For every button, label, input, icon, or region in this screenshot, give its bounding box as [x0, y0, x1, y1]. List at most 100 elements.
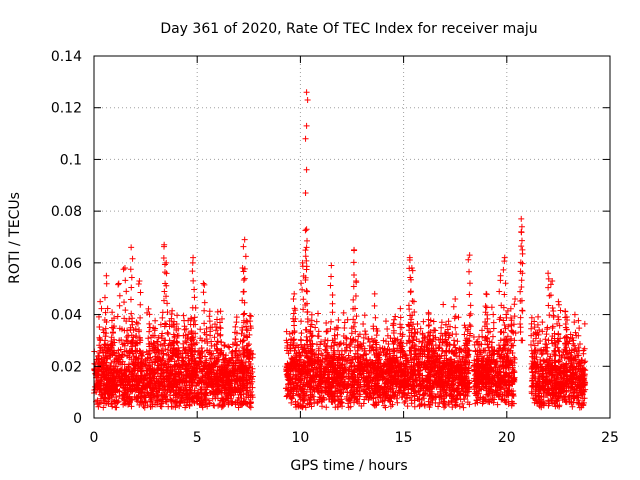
data-point	[489, 333, 496, 340]
data-point	[425, 329, 432, 336]
data-point	[95, 403, 102, 410]
data-point	[455, 314, 462, 321]
data-point	[157, 403, 164, 410]
data-point	[440, 301, 447, 308]
data-point	[108, 359, 115, 366]
data-point	[360, 320, 367, 327]
data-point	[214, 338, 221, 345]
data-point	[361, 312, 368, 319]
data-point	[146, 324, 153, 331]
data-point	[109, 397, 116, 404]
data-point	[181, 317, 188, 324]
data-point	[362, 328, 369, 335]
data-point	[340, 309, 347, 316]
data-point	[479, 327, 486, 334]
data-point	[397, 314, 404, 321]
data-point	[323, 319, 330, 326]
data-point	[426, 321, 433, 328]
data-point	[206, 308, 213, 315]
data-point	[170, 397, 177, 404]
data-point	[314, 310, 321, 317]
data-point	[164, 346, 171, 353]
data-point	[503, 314, 510, 321]
data-point	[432, 327, 439, 334]
data-point	[217, 308, 224, 315]
data-point	[232, 323, 239, 330]
data-point	[382, 318, 389, 325]
data-point	[335, 324, 342, 331]
data-point	[341, 325, 348, 332]
data-point	[312, 324, 319, 331]
data-point	[443, 347, 450, 354]
data-point	[384, 326, 391, 333]
data-point	[169, 307, 176, 314]
data-point	[113, 404, 120, 411]
data-point	[308, 311, 315, 318]
data-point	[172, 404, 179, 411]
chart-title: Day 361 of 2020, Rate Of TEC Index for r…	[160, 21, 537, 37]
data-point	[174, 312, 181, 319]
data-point	[430, 318, 437, 325]
data-point	[180, 312, 187, 319]
data-point	[247, 313, 254, 320]
data-point	[441, 404, 448, 411]
data-point	[509, 328, 516, 335]
data-point	[397, 305, 404, 312]
data-point	[154, 397, 161, 404]
data-point	[314, 333, 321, 340]
data-point	[215, 402, 222, 409]
data-point	[438, 324, 445, 331]
data-point	[198, 349, 205, 356]
data-point	[165, 403, 172, 410]
data-point	[466, 312, 473, 319]
data-point	[290, 310, 297, 317]
grid-lines	[94, 56, 610, 418]
data-point	[483, 304, 490, 311]
data-point	[210, 402, 217, 409]
data-point	[425, 311, 432, 318]
data-point	[159, 314, 166, 321]
data-point	[247, 404, 254, 411]
data-points	[91, 89, 589, 411]
data-point	[246, 312, 253, 319]
data-point	[182, 404, 189, 411]
data-point	[126, 315, 133, 322]
data-point	[196, 354, 203, 361]
data-point	[313, 318, 320, 325]
data-point	[344, 316, 351, 323]
data-point	[454, 338, 461, 345]
data-point	[146, 328, 153, 335]
data-point	[215, 354, 222, 361]
data-point	[315, 389, 322, 396]
data-point	[490, 319, 497, 326]
data-point	[146, 320, 153, 327]
data-point	[488, 304, 495, 311]
data-point	[311, 400, 318, 407]
data-point	[490, 325, 497, 332]
data-point	[435, 403, 442, 410]
data-point	[432, 400, 439, 407]
data-point	[401, 399, 408, 406]
data-point	[238, 330, 245, 337]
data-point	[490, 311, 497, 318]
data-point	[425, 322, 432, 329]
data-point	[323, 404, 330, 411]
data-point	[319, 403, 326, 410]
data-point	[348, 330, 355, 337]
data-point	[482, 309, 489, 316]
data-point	[229, 348, 236, 355]
data-point	[145, 335, 152, 342]
data-point	[453, 331, 460, 338]
data-point	[391, 316, 398, 323]
data-point	[445, 318, 452, 325]
data-point	[291, 336, 298, 343]
data-point	[341, 319, 348, 326]
data-point	[335, 317, 342, 324]
data-point	[214, 308, 221, 315]
data-point	[460, 404, 467, 411]
data-point	[470, 333, 477, 340]
data-point	[197, 326, 204, 333]
data-point	[96, 334, 103, 341]
data-point	[323, 328, 330, 335]
